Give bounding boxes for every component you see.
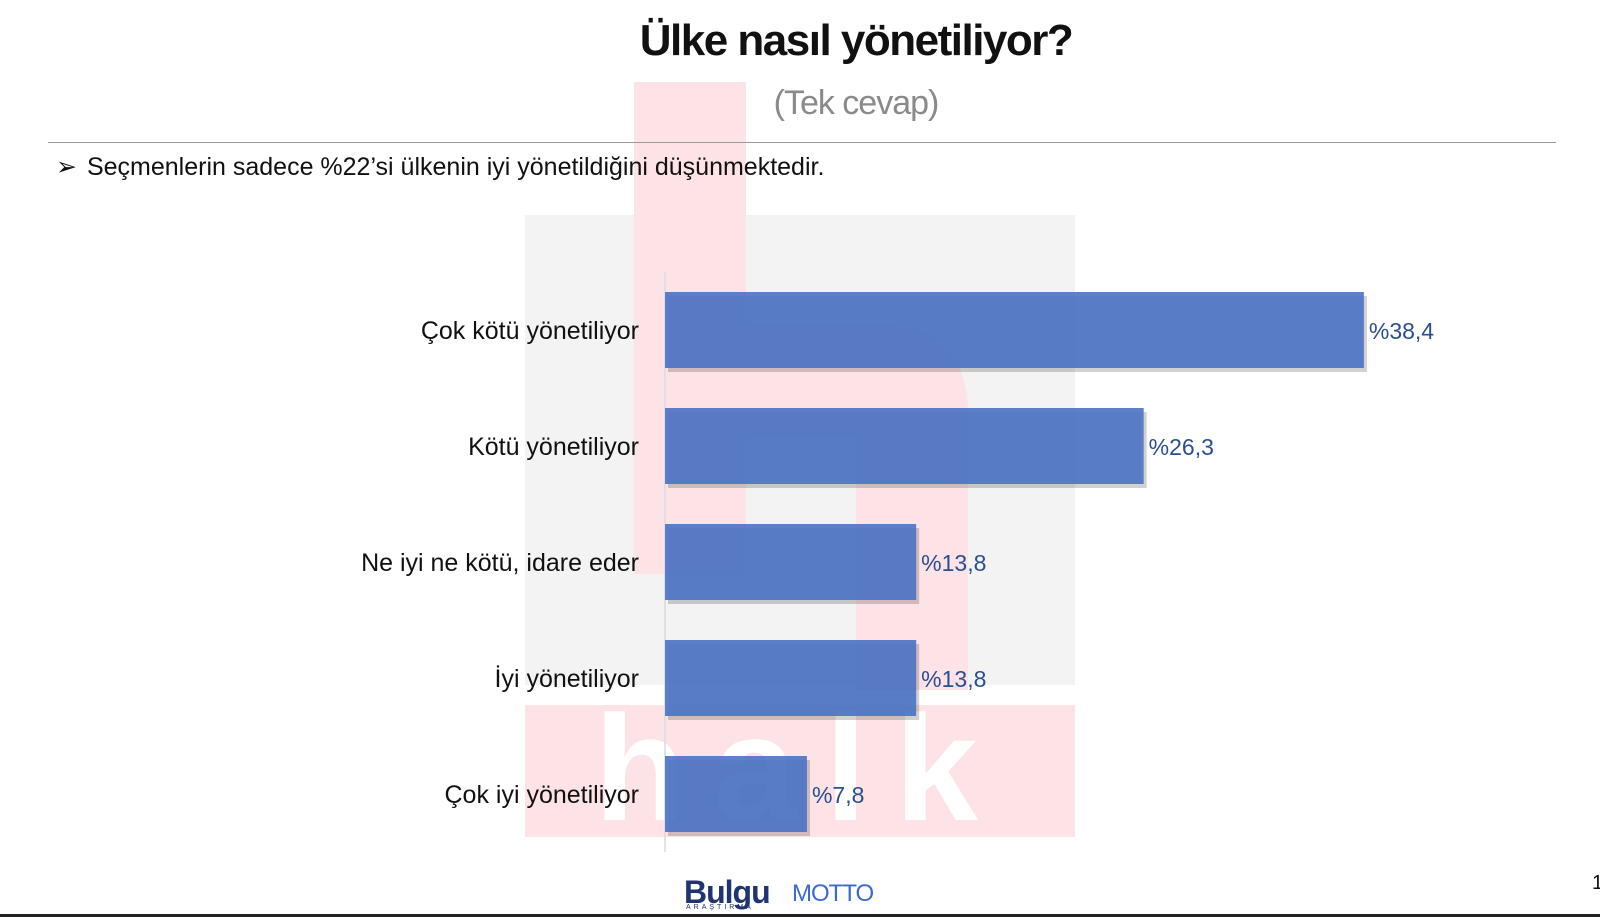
key-finding: ➢ Seçmenlerin sadece %22’si ülkenin iyi y… [56,152,824,182]
page-number: 1 [1592,872,1600,894]
data-label: %13,8 [921,666,986,692]
bar [665,408,1144,484]
bulgu-logo-subtext: ARAŞTIRMA [686,904,754,911]
chart-subtitle: (Tek cevap) [773,84,940,122]
category-label: Kötü yönetiliyor [468,433,639,461]
data-label: %26,3 [1149,434,1214,460]
key-finding-text: Seçmenlerin sadece %22’si ülkenin iyi yö… [86,153,825,181]
bullet-arrow-icon: ➢ [56,153,77,181]
bar [665,292,1364,368]
data-label: %7,8 [812,782,864,808]
data-label: %13,8 [921,550,986,576]
bar [665,640,917,716]
category-label: Çok iyi yönetiliyor [444,781,639,809]
chart-title: Ülke nasıl yönetiliyor? [639,16,1074,65]
category-label: İyi yönetiliyor [495,664,640,693]
bottom-border [0,914,1600,917]
data-label: %38,4 [1369,318,1434,344]
category-label: Çok kötü yönetiliyor [421,317,639,345]
bar [665,524,917,600]
motto-logo: MOTTO [792,880,874,907]
bar [665,756,807,832]
title-divider [48,142,1556,143]
category-label: Ne iyi ne kötü, idare eder [361,549,639,577]
bulgu-logo: Bulgu [684,874,771,910]
